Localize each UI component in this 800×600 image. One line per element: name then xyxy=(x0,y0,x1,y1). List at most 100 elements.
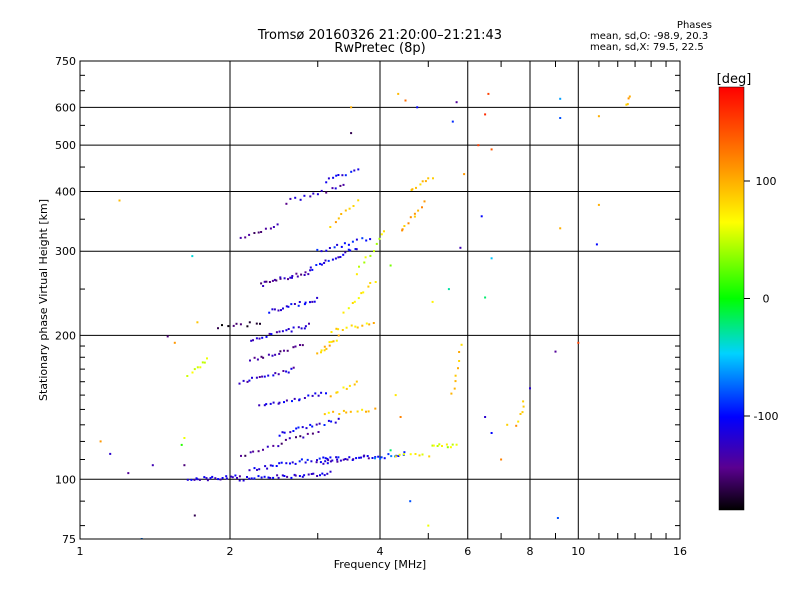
data-point xyxy=(289,197,292,200)
data-point xyxy=(364,256,367,259)
data-point xyxy=(196,366,199,369)
data-points xyxy=(99,92,631,539)
data-point xyxy=(554,350,557,353)
data-point xyxy=(278,434,281,437)
data-point xyxy=(484,296,487,299)
data-point xyxy=(363,454,366,457)
data-point xyxy=(595,243,598,246)
data-point xyxy=(261,336,264,339)
data-point xyxy=(300,327,303,330)
data-point xyxy=(205,477,208,480)
data-point xyxy=(309,266,312,269)
data-point xyxy=(301,426,304,429)
data-point xyxy=(309,195,312,198)
data-point xyxy=(255,322,258,325)
data-point xyxy=(458,360,461,362)
data-point xyxy=(361,324,364,327)
y-tick-label: 400 xyxy=(55,185,76,198)
data-point xyxy=(246,325,249,328)
data-point xyxy=(330,331,333,333)
data-point xyxy=(354,248,357,250)
data-point xyxy=(238,382,241,385)
data-point xyxy=(274,372,277,375)
colorbar-tick-label: 0 xyxy=(763,293,770,306)
y-tick-label: 300 xyxy=(55,245,76,258)
data-point xyxy=(303,474,306,477)
x-tick-label: 1 xyxy=(77,545,84,558)
data-point xyxy=(257,450,260,453)
data-point xyxy=(323,262,326,264)
data-point xyxy=(279,276,282,279)
data-point xyxy=(347,248,350,251)
data-point xyxy=(271,464,274,467)
x-tick-label: 4 xyxy=(377,545,384,558)
data-point xyxy=(355,248,358,251)
data-point xyxy=(304,461,307,464)
data-point xyxy=(266,467,269,470)
data-point xyxy=(367,285,370,288)
phase-stats-o-mode: mean, sd,O: -98.9, 20.3 xyxy=(590,31,709,42)
data-point xyxy=(398,453,401,456)
data-point xyxy=(320,263,323,266)
data-point xyxy=(302,436,305,439)
data-point xyxy=(285,329,288,332)
data-point xyxy=(219,478,222,481)
data-point xyxy=(262,285,265,287)
data-point xyxy=(326,462,329,465)
data-point xyxy=(450,392,453,395)
data-point xyxy=(380,456,383,459)
data-point xyxy=(490,257,493,260)
data-point xyxy=(323,424,326,426)
data-point xyxy=(334,221,337,224)
data-point xyxy=(311,432,314,435)
data-point xyxy=(317,431,320,433)
data-point xyxy=(394,455,397,458)
data-point xyxy=(316,459,318,462)
data-point xyxy=(352,205,355,207)
data-point xyxy=(337,456,340,459)
data-point xyxy=(361,237,364,240)
data-point xyxy=(424,180,427,183)
data-point xyxy=(303,274,306,276)
data-point xyxy=(427,524,430,527)
data-point xyxy=(320,351,322,354)
data-point xyxy=(416,106,419,109)
data-point xyxy=(306,432,309,435)
data-point xyxy=(291,275,294,277)
data-point xyxy=(490,148,493,151)
data-point xyxy=(341,174,344,177)
grid-lines xyxy=(79,60,681,540)
data-point xyxy=(295,427,298,430)
data-point xyxy=(441,445,443,447)
data-point xyxy=(339,459,342,462)
data-point xyxy=(315,423,318,426)
colorbar-tick-label: -100 xyxy=(754,410,779,423)
data-point xyxy=(246,476,248,478)
data-point xyxy=(341,329,344,331)
data-point xyxy=(337,334,340,337)
data-point xyxy=(255,337,258,340)
data-point xyxy=(447,288,450,291)
data-point xyxy=(455,101,458,104)
data-point xyxy=(290,303,293,306)
data-point xyxy=(248,469,251,472)
data-point xyxy=(234,474,237,477)
data-point xyxy=(365,410,367,413)
data-point xyxy=(303,194,306,197)
data-point xyxy=(346,458,349,461)
data-point xyxy=(275,465,278,467)
data-point xyxy=(253,477,256,480)
data-point xyxy=(316,296,319,299)
y-tick-label: 600 xyxy=(55,101,76,114)
data-point xyxy=(180,443,183,446)
data-point xyxy=(285,370,288,373)
data-point xyxy=(453,387,456,390)
data-point xyxy=(627,97,630,100)
data-point xyxy=(186,478,189,481)
data-point xyxy=(334,421,337,424)
data-point xyxy=(286,475,289,478)
data-point xyxy=(268,281,271,283)
data-point xyxy=(278,352,281,355)
data-point xyxy=(303,397,306,399)
data-point xyxy=(365,239,368,242)
